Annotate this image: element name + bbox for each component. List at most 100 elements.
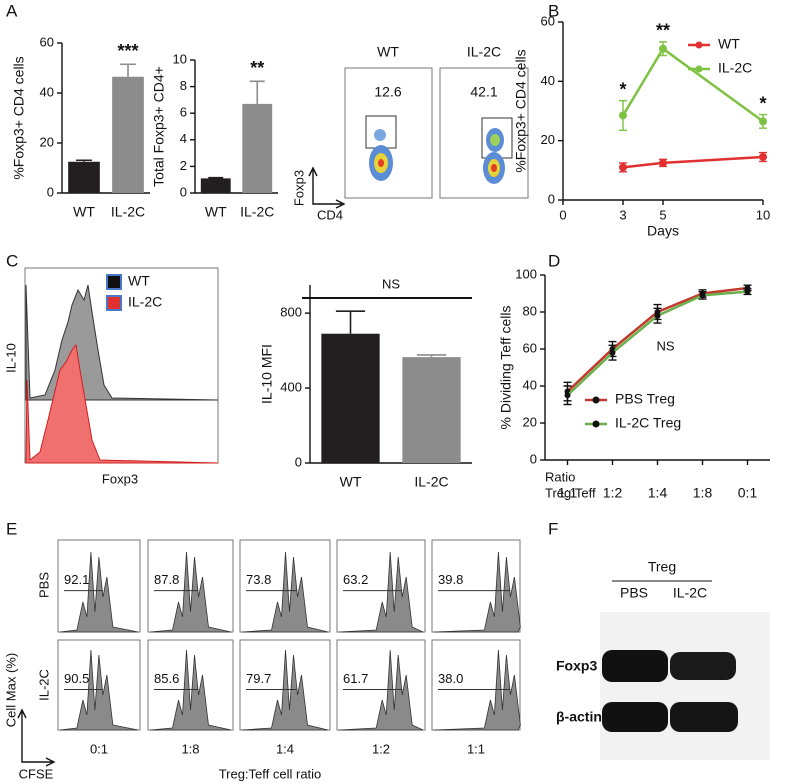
column-label: 1:8	[181, 741, 199, 756]
y-tick-label: 0	[180, 184, 187, 199]
column-label: 1:4	[276, 741, 294, 756]
histogram	[149, 649, 232, 731]
y-tick-label: 0	[295, 454, 302, 469]
row-label: PBS	[36, 572, 51, 598]
x-tick-label: 1:8	[693, 485, 713, 501]
y-tick-label: 40	[541, 73, 555, 88]
bar	[68, 161, 100, 193]
legend-label: WT	[128, 273, 150, 289]
group-label: Treg	[648, 559, 676, 575]
axis-label: CFSE	[19, 766, 54, 781]
flow-plots: WT IL-2C 12.6 42.1 Foxp3 CD4	[291, 44, 529, 222]
dots	[374, 129, 386, 141]
point	[759, 152, 767, 161]
legend-label: PBS Treg	[615, 391, 675, 407]
row-label: IL-2C	[36, 669, 51, 701]
error-bar	[120, 63, 136, 77]
sample-title: IL-2C	[467, 44, 501, 60]
panel-label: E	[6, 519, 17, 538]
dots	[490, 134, 500, 146]
band-label: Foxp3	[556, 658, 597, 674]
point	[654, 312, 661, 319]
bar	[112, 76, 144, 193]
blot-band	[602, 702, 668, 732]
histogram-il2c	[25, 343, 219, 464]
gate-value: 61.7	[343, 671, 368, 686]
gate-value: 63.2	[343, 572, 368, 587]
gate-value: 73.8	[246, 572, 271, 587]
y-tick-label: 60	[523, 340, 537, 355]
blot-band	[670, 702, 738, 732]
legend-label: WT	[718, 36, 740, 52]
axis-arrow	[308, 166, 346, 209]
annotation: NS	[382, 276, 400, 291]
y-tick-label: 20	[541, 132, 555, 147]
point	[759, 117, 767, 126]
y-axis-label: %Foxp3+ CD4 cells	[513, 49, 529, 172]
y-tick-label: 800	[280, 305, 302, 320]
histogram-panel: WT IL-2C IL-10 Foxp3	[3, 267, 219, 486]
panel-label: F	[548, 519, 558, 538]
point	[699, 292, 706, 299]
sample-title: WT	[377, 44, 399, 60]
y-tick-label: 4	[180, 131, 187, 146]
x-axis-label: Treg:Teff	[545, 485, 596, 500]
plot-frame	[439, 67, 529, 199]
legend-label: IL-2C Treg	[615, 415, 681, 431]
x-tick-label: 1:2	[603, 485, 623, 501]
axis-label: Cell Max (%)	[3, 653, 18, 727]
y-tick-label: 20	[523, 414, 537, 429]
point	[659, 158, 667, 167]
annotation: **	[250, 58, 264, 78]
annotation: **	[656, 21, 670, 41]
y-axis-label: %Foxp3+ CD4 cells	[11, 56, 27, 179]
gate-value: 39.8	[438, 572, 463, 587]
x-tick-label: 0:1	[738, 485, 758, 501]
point	[619, 163, 627, 172]
x-tick-label: 10	[756, 207, 770, 222]
y-tick-label: 60	[40, 34, 54, 49]
y-tick-label: 2	[180, 158, 187, 173]
point	[609, 349, 616, 356]
x-tick-label: IL-2C	[111, 204, 145, 220]
legend-swatch	[106, 295, 122, 311]
blot-background	[600, 612, 770, 760]
histogram	[241, 551, 329, 633]
legend-marker	[592, 420, 600, 428]
x-tick-label: 1:1	[558, 485, 578, 501]
legend-marker	[695, 41, 703, 49]
y-axis-label: IL-10 MFI	[259, 344, 275, 404]
y-axis-label: % Dividing Teff cells	[498, 306, 514, 430]
axis-label: Foxp3	[291, 170, 306, 206]
point	[619, 111, 627, 120]
column-label: 0:1	[90, 741, 108, 756]
gate-value: 12.6	[374, 84, 401, 100]
point	[564, 392, 571, 399]
annotation: *	[759, 93, 766, 113]
lane-label: IL-2C	[673, 585, 707, 601]
gate-value: 42.1	[470, 84, 497, 100]
histogram	[338, 649, 424, 731]
bar	[321, 333, 380, 463]
x-axis-label: Ratio	[545, 469, 575, 484]
axis-title: Treg:Teff cell ratio	[219, 766, 322, 781]
gate-value: 38.0	[438, 671, 463, 686]
error-bar	[76, 159, 92, 162]
blot-band	[602, 650, 668, 682]
axis-label: CD4	[317, 207, 343, 222]
axis-arrow	[17, 708, 56, 767]
x-tick-label: WT	[340, 474, 362, 490]
x-tick-label: IL-2C	[240, 204, 274, 220]
cfse-panel: PBS IL-2C Cell Max (%) CFSE Treg:Teff ce…	[3, 539, 521, 781]
legend-label: IL-2C	[718, 60, 752, 76]
axis-arrow	[312, 170, 342, 205]
histogram	[433, 649, 521, 731]
legend-marker	[592, 396, 600, 404]
y-tick-label: 0	[548, 191, 555, 206]
y-tick-label: 0	[47, 184, 54, 199]
point	[659, 44, 667, 53]
axis-arrow	[21, 712, 52, 763]
error-bar	[416, 354, 447, 358]
panel-label: B	[548, 1, 559, 20]
error-bar	[335, 310, 366, 334]
